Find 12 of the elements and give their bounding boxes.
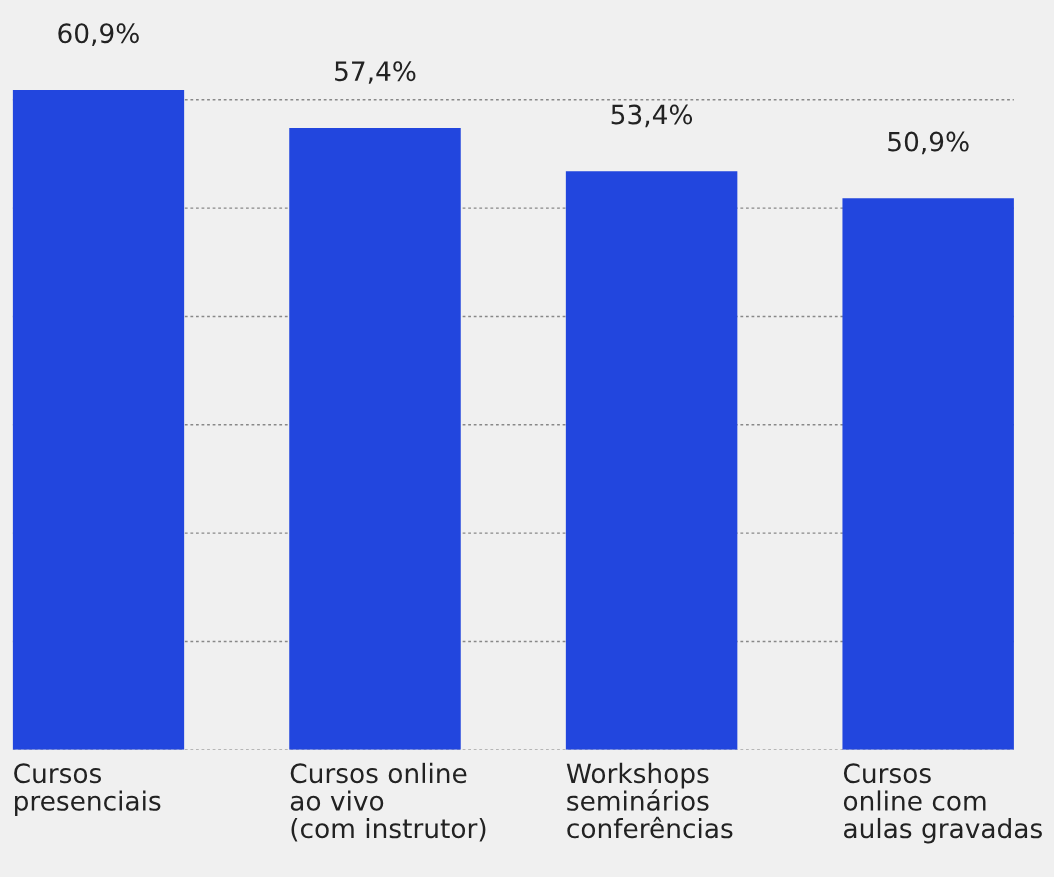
bar <box>289 127 461 750</box>
bar <box>565 171 738 750</box>
data-label: 53,4% <box>611 104 693 128</box>
data-label: 50,9% <box>888 131 969 155</box>
x-tick-label: Cursos presenciais <box>14 763 161 816</box>
x-tick-label: Cursos online ao vivo (com instrutor) <box>290 762 486 842</box>
x-tick-label: Workshops seminários conferências <box>566 762 733 839</box>
bar <box>12 90 185 750</box>
bar <box>842 198 1014 750</box>
data-label: 57,4% <box>335 61 416 84</box>
data-label: 60,9% <box>58 23 139 46</box>
x-tick-label: Cursos online com aulas gravadas <box>843 763 1042 844</box>
